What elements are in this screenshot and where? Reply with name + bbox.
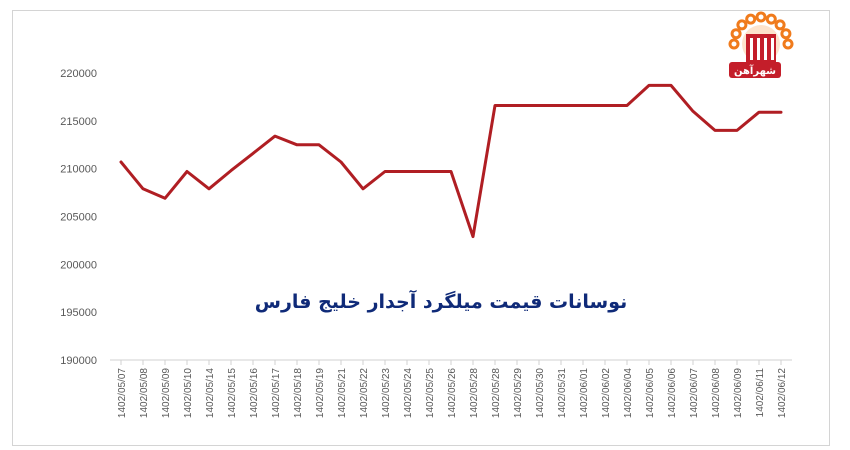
logo-building-window — [757, 38, 760, 60]
x-tick-label: 1402/05/19 — [315, 368, 326, 418]
x-tick-label: 1402/06/09 — [733, 368, 744, 418]
logo-sun-circle-center — [758, 14, 764, 20]
x-tick-label: 1402/06/01 — [579, 368, 590, 418]
y-tick-label: 220000 — [60, 68, 97, 80]
x-tick-label: 1402/05/07 — [117, 368, 128, 418]
x-tick-label: 1402/05/26 — [447, 368, 458, 418]
x-tick-label: 1402/05/29 — [513, 368, 524, 418]
y-tick-label: 190000 — [60, 355, 97, 367]
logo-sun-circle-center — [785, 41, 791, 47]
logo-building-window — [771, 38, 774, 60]
x-tick-label: 1402/05/09 — [161, 368, 172, 418]
y-tick-label: 200000 — [60, 259, 97, 271]
x-tick-label: 1402/06/07 — [689, 368, 700, 418]
x-tick-label: 1402/06/08 — [711, 368, 722, 418]
logo-banner — [729, 62, 781, 78]
shahrahan-logo: شهرآهن — [728, 11, 794, 78]
x-tick-label: 1402/05/30 — [535, 368, 546, 418]
x-tick-label: 1402/05/17 — [271, 368, 282, 418]
x-tick-label: 1402/06/06 — [667, 368, 678, 418]
logo-sun-circle-center — [768, 16, 774, 22]
x-tick-label: 1402/05/18 — [293, 368, 304, 418]
x-tick-label: 1402/05/21 — [337, 368, 348, 418]
x-tick-label: 1402/05/28 — [491, 368, 502, 418]
x-tick-label: 1402/05/25 — [425, 368, 436, 418]
price-series-line — [119, 83, 783, 239]
x-tick-label: 1402/05/08 — [139, 368, 150, 418]
chart-title: نوسانات قیمت میلگرد آجدار خلیج فارس — [255, 289, 628, 313]
y-tick-label: 210000 — [60, 164, 97, 176]
logo-building-window — [764, 38, 767, 60]
x-tick-label: 1402/05/24 — [403, 368, 414, 418]
chart-frame — [12, 10, 830, 446]
x-tick-label: 1402/05/10 — [183, 368, 194, 418]
x-tick-label: 1402/05/28 — [469, 368, 480, 418]
x-tick-label: 1402/05/14 — [205, 368, 216, 418]
y-axis-ticks: 190000 195000 200000 205000 210000 215000 2200… — [60, 68, 97, 367]
x-axis-ticks: 1402/05/07 1402/05/08 1402/05/09 1402/05/10… — [117, 360, 788, 418]
x-tick-label: 1402/06/02 — [601, 368, 612, 418]
logo-sun-circle-center — [748, 16, 754, 22]
x-tick-label: 1402/06/12 — [777, 368, 788, 418]
logo-building-window — [750, 38, 753, 60]
y-tick-label: 215000 — [60, 116, 97, 128]
logo-sun-circle-center — [731, 41, 737, 47]
logo-sun-circle-center — [739, 22, 745, 28]
x-tick-label: 1402/06/04 — [623, 368, 634, 418]
x-tick-label: 1402/05/22 — [359, 368, 370, 418]
x-tick-label: 1402/05/15 — [227, 368, 238, 418]
y-tick-label: 195000 — [60, 307, 97, 319]
logo-wordmark: شهرآهن — [734, 64, 776, 77]
y-tick-label: 205000 — [60, 212, 97, 224]
logo-sun-circle-center — [733, 31, 739, 37]
x-tick-label: 1402/06/11 — [755, 368, 766, 418]
x-tick-label: 1402/05/16 — [249, 368, 260, 418]
x-tick-label: 1402/05/31 — [557, 368, 568, 418]
logo-sun-circle-center — [777, 22, 783, 28]
x-tick-label: 1402/06/05 — [645, 368, 656, 418]
x-tick-label: 1402/05/23 — [381, 368, 392, 418]
logo-sun-circle-center — [783, 31, 789, 37]
